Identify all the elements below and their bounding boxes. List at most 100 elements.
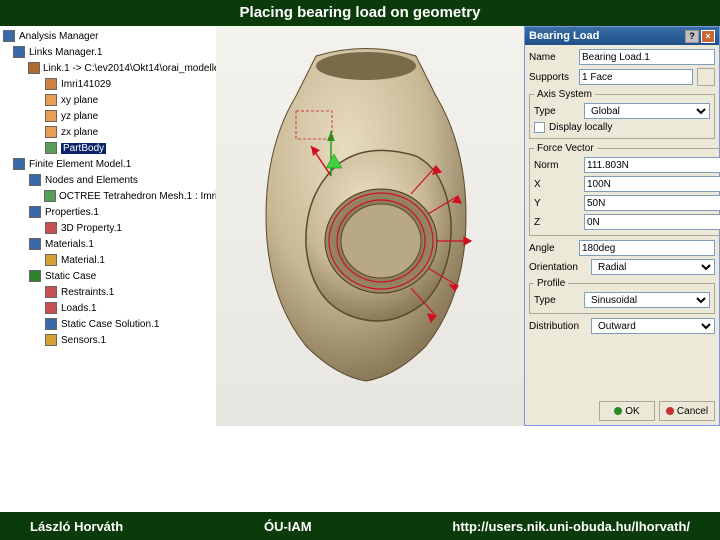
prop3d-icon	[44, 221, 58, 235]
page-title: Placing bearing load on geometry	[0, 0, 720, 26]
nodes-icon	[28, 173, 42, 187]
profile-legend: Profile	[534, 278, 568, 289]
tree-item[interactable]: Properties.1	[2, 204, 216, 220]
axis-system-group: Axis System Type Global Display locally	[529, 89, 715, 139]
angle-label: Angle	[529, 243, 575, 254]
ok-button[interactable]: OK	[599, 401, 655, 421]
tree-item[interactable]: Static Case Solution.1	[2, 316, 216, 332]
tree-item-label: Static Case	[45, 271, 96, 282]
axis-type-label: Type	[534, 106, 580, 117]
force-legend: Force Vector	[534, 143, 597, 154]
supports-label: Supports	[529, 72, 575, 83]
tree-item[interactable]: Nodes and Elements	[2, 172, 216, 188]
analysis-icon	[2, 29, 16, 43]
y-label: Y	[534, 198, 580, 209]
viewport-3d[interactable]	[216, 26, 524, 426]
tree-item[interactable]: xy plane	[2, 92, 216, 108]
norm-label: Norm	[534, 160, 580, 171]
partbody-icon	[44, 141, 58, 155]
plane-icon	[44, 93, 58, 107]
distribution-select[interactable]: Outward	[591, 318, 715, 334]
x-input[interactable]	[584, 176, 720, 192]
supports-input[interactable]	[579, 69, 693, 85]
tree-item[interactable]: Static Case	[2, 268, 216, 284]
static-icon	[28, 269, 42, 283]
tree-item-label: Materials.1	[45, 239, 94, 250]
fem-icon	[12, 157, 26, 171]
tree-item[interactable]: Material.1	[2, 252, 216, 268]
tree-item-label: xy plane	[61, 95, 98, 106]
close-button[interactable]: ×	[701, 30, 715, 43]
part-icon	[44, 77, 58, 91]
restraints-icon	[44, 285, 58, 299]
dialog-body: Name Supports Axis System Type Global Di…	[525, 45, 719, 341]
axis-type-select[interactable]: Global	[584, 103, 710, 119]
x-label: X	[534, 179, 580, 190]
orientation-select[interactable]: Radial	[591, 259, 715, 275]
props-icon	[28, 205, 42, 219]
display-locally-checkbox[interactable]	[534, 122, 545, 133]
analysis-tree[interactable]: Analysis Manager Links Manager.1 Link.1 ->…	[0, 26, 216, 426]
footer-author: László Horváth	[30, 519, 123, 534]
tree-item-label: yz plane	[61, 111, 98, 122]
force-vector-group: Force Vector Norm X Y Z	[529, 143, 720, 236]
tree-item-label: Material.1	[61, 255, 105, 266]
tree-item-label: Loads.1	[61, 303, 97, 314]
tree-item[interactable]: Analysis Manager	[2, 28, 216, 44]
profile-type-select[interactable]: Sinusoidal	[584, 292, 710, 308]
link-icon	[28, 61, 40, 75]
materials-icon	[28, 237, 42, 251]
tree-item[interactable]: Imri141029	[2, 76, 216, 92]
footer: László Horváth ÓU-IAM http://users.nik.u…	[0, 512, 720, 540]
distribution-label: Distribution	[529, 321, 587, 332]
dialog-titlebar[interactable]: Bearing Load ? ×	[525, 27, 719, 45]
mesh-icon	[44, 189, 56, 203]
y-input[interactable]	[584, 195, 720, 211]
profile-group: Profile Type Sinusoidal	[529, 278, 715, 314]
tree-item-label: Link.1 -> C:\ev2014\Okt14\orai_modellek\…	[43, 63, 216, 74]
tree-item[interactable]: Links Manager.1	[2, 44, 216, 60]
name-label: Name	[529, 52, 575, 63]
tree-item-label: Finite Element Model.1	[29, 159, 131, 170]
tree-item[interactable]: Materials.1	[2, 236, 216, 252]
tree-item[interactable]: Loads.1	[2, 300, 216, 316]
supports-picker-icon[interactable]	[697, 68, 715, 86]
tree-item[interactable]: Sensors.1	[2, 332, 216, 348]
cancel-button[interactable]: Cancel	[659, 401, 715, 421]
sensors-icon	[44, 333, 58, 347]
main-area: Analysis Manager Links Manager.1 Link.1 ->…	[0, 26, 720, 512]
tree-item-label: Imri141029	[61, 79, 111, 90]
profile-type-label: Type	[534, 295, 580, 306]
tree-item[interactable]: zx plane	[2, 124, 216, 140]
axis-legend: Axis System	[534, 89, 595, 100]
orientation-label: Orientation	[529, 262, 587, 273]
tree-item-label: zx plane	[61, 127, 98, 138]
tree-item[interactable]: PartBody	[2, 140, 216, 156]
tree-item[interactable]: Restraints.1	[2, 284, 216, 300]
part-render	[236, 46, 496, 386]
tree-item-label: OCTREE Tetrahedron Mesh.1 : Imri141029	[59, 191, 216, 202]
name-input[interactable]	[579, 49, 715, 65]
tree-item[interactable]: yz plane	[2, 108, 216, 124]
angle-input[interactable]	[579, 240, 715, 256]
plane-icon	[44, 125, 58, 139]
help-button[interactable]: ?	[685, 30, 699, 43]
tree-item[interactable]: OCTREE Tetrahedron Mesh.1 : Imri141029	[2, 188, 216, 204]
tree-item-label: Links Manager.1	[29, 47, 102, 58]
material-icon	[44, 253, 58, 267]
footer-url: http://users.nik.uni-obuda.hu/lhorvath/	[452, 519, 690, 534]
bearing-load-dialog: Bearing Load ? × Name Supports Axis Syst…	[524, 26, 720, 426]
footer-org: ÓU-IAM	[264, 519, 312, 534]
links-icon	[12, 45, 26, 59]
norm-input[interactable]	[584, 157, 720, 173]
tree-item-label: Analysis Manager	[19, 31, 98, 42]
display-locally-label: Display locally	[549, 122, 612, 133]
tree-item-label: Restraints.1	[61, 287, 114, 298]
z-label: Z	[534, 217, 580, 228]
tree-item[interactable]: 3D Property.1	[2, 220, 216, 236]
tree-item[interactable]: Link.1 -> C:\ev2014\Okt14\orai_modellek\…	[2, 60, 216, 76]
plane-icon	[44, 109, 58, 123]
tree-item[interactable]: Finite Element Model.1	[2, 156, 216, 172]
z-input[interactable]	[584, 214, 720, 230]
tree-item-label: PartBody	[61, 143, 106, 154]
